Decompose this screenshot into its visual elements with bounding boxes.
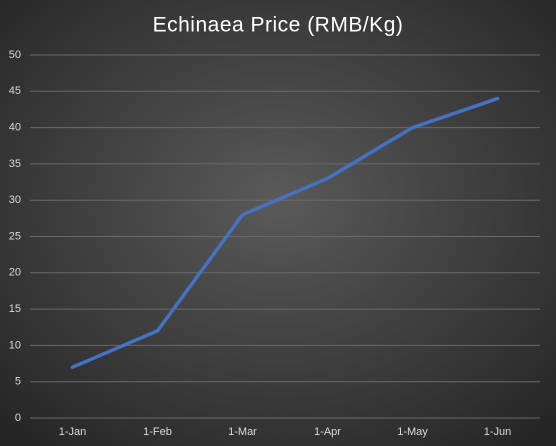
chart-title: Echinaea Price (RMB/Kg)	[153, 14, 404, 37]
y-tick-label: 20	[9, 267, 21, 279]
y-tick-label: 50	[9, 49, 21, 61]
x-tick-label: 1-Apr	[314, 426, 341, 438]
y-tick-label: 0	[15, 412, 21, 424]
y-tick-label: 30	[9, 194, 21, 206]
y-tick-label: 5	[15, 376, 21, 388]
x-tick-label: 1-May	[397, 426, 428, 438]
x-tick-label: 1-Jan	[59, 426, 87, 438]
y-tick-label: 25	[9, 230, 21, 242]
y-tick-label: 10	[9, 339, 21, 351]
x-tick-label: 1-Jun	[484, 426, 512, 438]
x-tick-label: 1-Mar	[228, 426, 257, 438]
y-tick-label: 45	[9, 85, 21, 97]
data-line	[70, 96, 500, 369]
y-tick-label: 35	[9, 158, 21, 170]
x-tick-label: 1-Feb	[143, 426, 172, 438]
y-tick-label: 15	[9, 303, 21, 315]
y-tick-label: 40	[9, 122, 21, 134]
